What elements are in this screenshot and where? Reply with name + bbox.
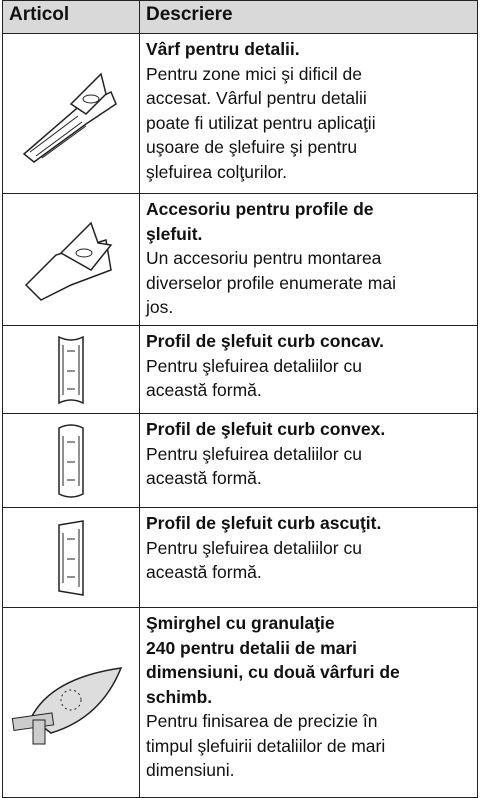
table-row: Profil de şlefuit curb ascuţit. Pentru şl… <box>2 507 478 608</box>
icon <box>22 72 117 163</box>
item-icon <box>2 607 140 798</box>
item-icon <box>2 507 140 608</box>
item-text: această formă. <box>146 562 262 582</box>
item-title: Profil de şlefuit curb ascuţit. <box>146 513 382 533</box>
description: Profil de şlefuit curb ascuţit. Pentru şl… <box>139 507 478 608</box>
header-cell: Descriere <box>139 0 478 34</box>
item-text: Pentru şlefuirea detaliilor cu <box>146 443 362 464</box>
item-text: Pentru şlefuirea detaliilor cu <box>146 355 362 376</box>
item-text: uşoare de şlefuire şi pentru <box>146 137 358 157</box>
item-text: poate fi utilizat pentru aplicaţii <box>146 112 376 133</box>
item-title: dimensiuni, cu două vârfuri de <box>146 662 400 682</box>
item-icon <box>2 413 140 508</box>
table-row: Şmirghel cu granulaţie 240 pentru detalii… <box>2 607 478 798</box>
item-title: Şmirghel cu granulaţie <box>146 613 335 633</box>
item-text: Pentru finisarea de precizie în <box>146 711 378 731</box>
table-row: Vârf pentru detalii. Pentru zone mici şi … <box>2 33 478 194</box>
header-row: Articol Descriere <box>2 0 478 34</box>
item-text: timpul şlefuirii detaliilor de mari <box>146 735 386 756</box>
item-text: şlefuirea colţurilor. <box>146 161 288 182</box>
icon <box>58 519 84 596</box>
item-text: diverselor profile enumerate mai <box>146 272 396 293</box>
item-text: această formă. <box>146 380 262 400</box>
item-title: Accesoriu pentru profile de <box>146 199 374 219</box>
item-text: Pentru zone mici şi dificil de <box>146 63 362 84</box>
item-icon <box>2 193 140 326</box>
item-title: Profil de şlefuit curb concav. <box>146 331 384 351</box>
icon <box>58 335 84 404</box>
item-text: Pentru şlefuirea detaliilor cu <box>146 537 362 558</box>
item-title: 240 pentru detalii de mari <box>146 637 358 658</box>
item-title: şlefuit. <box>146 223 203 244</box>
description: Profil de şlefuit curb concav. Pentru şle… <box>139 325 478 414</box>
item-title: schimb. <box>146 686 213 707</box>
icon <box>58 423 84 498</box>
header-cell: Articol <box>2 0 140 34</box>
table-row: Accesoriu pentru profile de şlefuit. Un ac… <box>2 193 478 326</box>
item-icon <box>2 325 140 414</box>
item-title: Vârf pentru detalii. <box>146 39 300 59</box>
item-title: Profil de şlefuit curb convex. <box>146 419 386 439</box>
description: Şmirghel cu granulaţie 240 pentru detalii… <box>139 607 478 798</box>
item-text: această formă. <box>146 468 262 488</box>
item-text: dimensiuni. <box>146 760 235 780</box>
icon <box>24 221 113 301</box>
item-text: jos. <box>146 297 174 317</box>
icon <box>11 666 123 744</box>
table-row: Profil de şlefuit curb convex. Pentru şle… <box>2 413 478 508</box>
description: Accesoriu pentru profile de şlefuit. Un ac… <box>139 193 478 326</box>
item-icon <box>2 33 140 194</box>
description: Vârf pentru detalii. Pentru zone mici şi … <box>139 33 478 194</box>
item-text: Un accesoriu pentru montarea <box>146 248 382 268</box>
item-text: accesat. Vârful pentru detalii <box>146 88 367 108</box>
table-row: Profil de şlefuit curb concav. Pentru şle… <box>2 325 478 414</box>
description: Profil de şlefuit curb convex. Pentru şle… <box>139 413 478 508</box>
